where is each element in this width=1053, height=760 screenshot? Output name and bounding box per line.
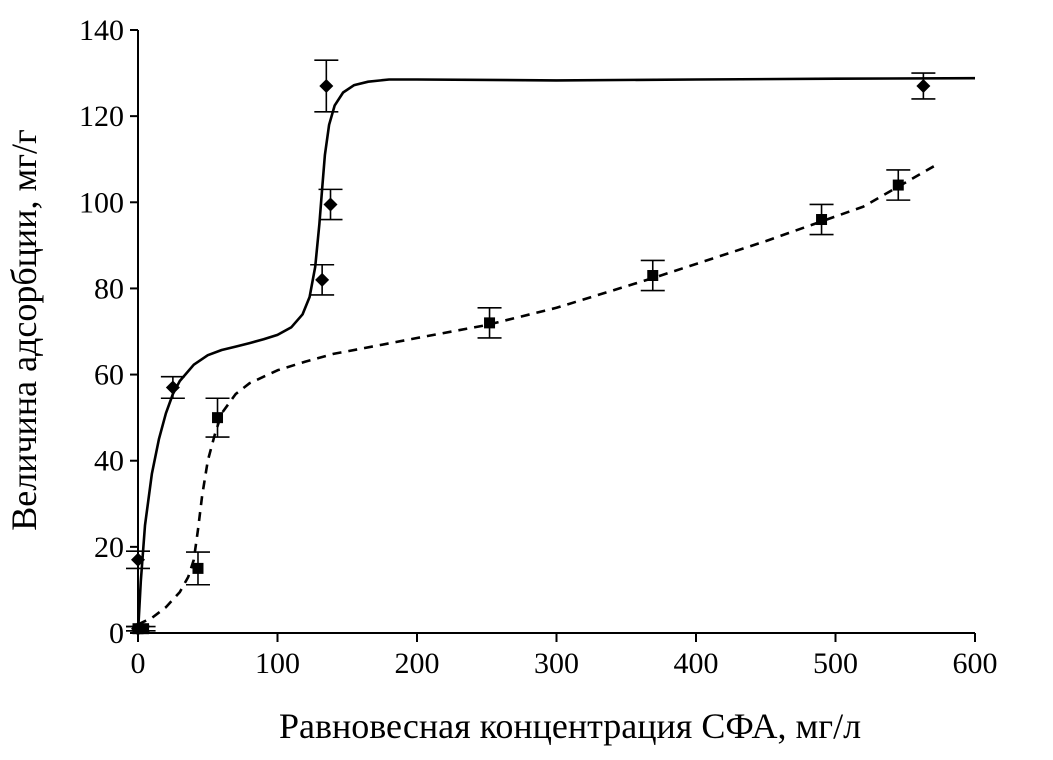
x-tick-label: 0 — [131, 647, 146, 680]
series-2-square-marker — [816, 214, 828, 226]
series-1-diamond-marker — [131, 552, 145, 567]
x-tick-label: 400 — [674, 647, 719, 680]
fit-curves — [136, 76, 976, 634]
plot-axes — [137, 30, 975, 634]
series-1-diamond-marker — [319, 78, 334, 93]
series-2-square-marker — [647, 270, 659, 282]
y-tick-label: 80 — [94, 272, 124, 305]
x-tick-label: 200 — [395, 647, 440, 680]
error-bars — [126, 59, 936, 632]
y-tick-label: 20 — [94, 531, 124, 564]
series-1-diamond-marker — [315, 272, 330, 287]
y-tick-label: 140 — [79, 14, 124, 47]
x-ticks: 0 100 200 300 400 500 600 — [131, 633, 998, 680]
series-2-square-marker — [892, 179, 904, 191]
x-axis-title: Равновесная концентрация СФА, мг/л — [279, 706, 861, 746]
series-1-curve — [136, 76, 976, 634]
series-2-square-marker — [138, 623, 150, 635]
series-2-square-marker — [192, 562, 204, 574]
y-ticks: 0 20 40 60 80 100 120 140 — [79, 14, 138, 650]
series-2-square-marker — [132, 623, 144, 635]
series-1-diamond-marker — [165, 380, 180, 395]
y-tick-label: 60 — [94, 359, 124, 392]
y-axis-title: Величина адсорбции, мг/г — [4, 129, 44, 531]
y-tick-label: 120 — [79, 100, 124, 133]
y-tick-label: 100 — [79, 186, 124, 219]
data-markers — [131, 78, 931, 636]
series-2-square-marker — [484, 317, 496, 329]
series-2-curve — [137, 162, 940, 626]
y-tick-label: 40 — [94, 445, 124, 478]
x-tick-label: 600 — [953, 647, 998, 680]
series-1-diamond-marker — [323, 197, 338, 212]
series-2-square-marker — [212, 412, 224, 424]
x-tick-label: 100 — [255, 647, 300, 680]
x-tick-label: 300 — [534, 647, 579, 680]
series-1-diamond-marker — [916, 78, 931, 93]
x-tick-label: 500 — [813, 647, 858, 680]
y-tick-label: 0 — [109, 617, 124, 650]
